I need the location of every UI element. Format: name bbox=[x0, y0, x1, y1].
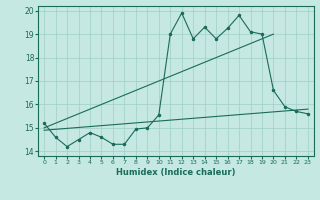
X-axis label: Humidex (Indice chaleur): Humidex (Indice chaleur) bbox=[116, 168, 236, 177]
